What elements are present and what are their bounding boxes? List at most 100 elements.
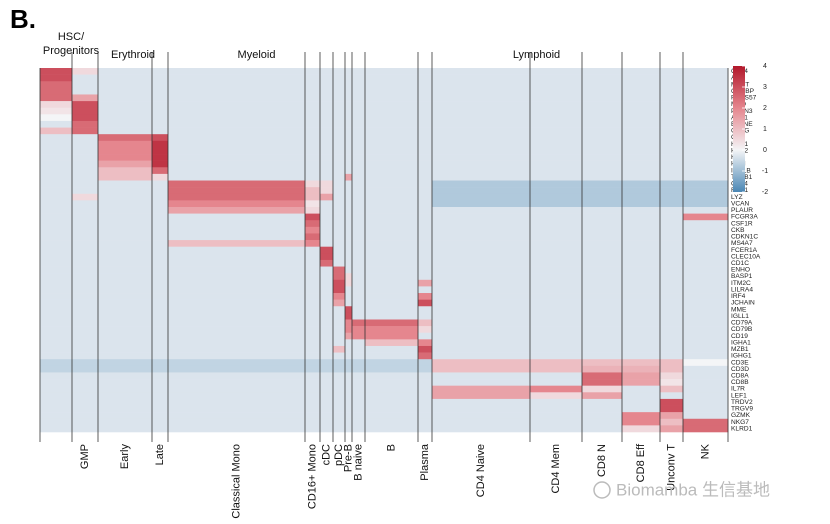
heatmap-cell [333, 398, 346, 406]
row-label: CLEC10A [731, 253, 761, 260]
heatmap-cell [98, 167, 153, 175]
heatmap-cell [320, 385, 334, 393]
row-label: MME [731, 306, 747, 313]
heatmap-cell [418, 398, 433, 406]
heatmap-cell [320, 140, 334, 148]
heatmap-cell [345, 398, 353, 406]
heatmap-cell [365, 372, 419, 380]
heatmap-cell [418, 134, 433, 142]
heatmap-cell [345, 273, 353, 281]
heatmap-cell [432, 259, 531, 267]
heatmap-cell [72, 200, 99, 208]
heatmap-cell [418, 200, 433, 208]
heatmap-cell [660, 352, 684, 360]
heatmap-cell [305, 173, 321, 181]
heatmap-cell [352, 87, 366, 95]
heatmap-cell [333, 392, 346, 400]
row-label: ITM2C [731, 280, 751, 287]
heatmap-cell [418, 312, 433, 320]
heatmap-cell [320, 273, 334, 281]
heatmap-cell [333, 412, 346, 420]
heatmap-cell [622, 120, 661, 128]
heatmap-cell [352, 425, 366, 433]
heatmap-cell [660, 74, 684, 82]
heatmap-cell [72, 259, 99, 267]
heatmap-cell [72, 220, 99, 228]
heatmap-cell [622, 293, 661, 300]
heatmap-cell [582, 339, 623, 347]
heatmap-cell [365, 392, 419, 400]
heatmap-cell [333, 140, 346, 148]
heatmap-cell [530, 220, 583, 228]
heatmap-cell [582, 180, 623, 188]
heatmap-cell [432, 246, 531, 254]
heatmap-cell [418, 180, 433, 188]
heatmap-cell [320, 154, 334, 161]
heatmap-cell [72, 299, 99, 307]
heatmap-cell [345, 233, 353, 241]
heatmap-cell [152, 187, 169, 195]
heatmap-cell [152, 259, 169, 267]
heatmap-cell [345, 140, 353, 148]
heatmap-cell [622, 253, 661, 261]
heatmap-cell [72, 412, 99, 420]
heatmap-cell [683, 332, 729, 340]
heatmap-cell [622, 312, 661, 320]
heatmap-cell [40, 319, 73, 327]
heatmap-cell [305, 187, 321, 195]
heatmap-cell [333, 200, 346, 208]
heatmap-cell [683, 206, 729, 214]
heatmap-cell [168, 240, 306, 247]
heatmap-cell [418, 167, 433, 175]
heatmap-cell [622, 114, 661, 122]
heatmap-cell [152, 352, 169, 360]
heatmap-cell [683, 412, 729, 420]
heatmap-cell [352, 352, 366, 360]
heatmap-cell [40, 306, 73, 314]
heatmap-cell [432, 306, 531, 314]
heatmap-cell [98, 120, 153, 128]
heatmap-cell [40, 167, 73, 175]
heatmap-cell [168, 120, 306, 128]
heatmap-cell [152, 147, 169, 155]
heatmap-cell [418, 94, 433, 102]
heatmap-cell [72, 206, 99, 214]
heatmap-cell [660, 425, 684, 433]
heatmap-cell [683, 74, 729, 82]
heatmap-cell [622, 246, 661, 254]
heatmap-cell [582, 220, 623, 228]
heatmap-cell [305, 385, 321, 393]
heatmap-cell [333, 167, 346, 175]
heatmap-cell [530, 332, 583, 340]
heatmap-cell [660, 306, 684, 314]
heatmap-cell [152, 233, 169, 241]
heatmap-cell [98, 101, 153, 109]
heatmap-cell [305, 253, 321, 261]
heatmap-cell [432, 339, 531, 347]
heatmap-cell [432, 173, 531, 181]
row-label: MZB1 [731, 346, 749, 353]
heatmap-cell [168, 418, 306, 426]
heatmap-cell [660, 81, 684, 89]
heatmap-cell [40, 259, 73, 267]
heatmap-cell [333, 120, 346, 128]
heatmap-cell [352, 246, 366, 254]
heatmap-cell [365, 365, 419, 373]
heatmap-cell [305, 312, 321, 320]
heatmap-cell [40, 299, 73, 307]
heatmap-cell [622, 68, 661, 75]
heatmap-cell [320, 147, 334, 155]
heatmap-cell [683, 372, 729, 380]
heatmap-cell [418, 326, 433, 334]
heatmap-cell [320, 226, 334, 234]
heatmap-cell [365, 246, 419, 254]
heatmap-cell [365, 412, 419, 420]
heatmap-cell [333, 193, 346, 201]
heatmap-cell [72, 392, 99, 400]
heatmap-cell [418, 286, 433, 294]
heatmap-cell [622, 220, 661, 228]
heatmap-cell [582, 154, 623, 161]
heatmap-cell [168, 81, 306, 89]
row-label: CD8A [731, 372, 749, 379]
heatmap-cell [582, 398, 623, 406]
